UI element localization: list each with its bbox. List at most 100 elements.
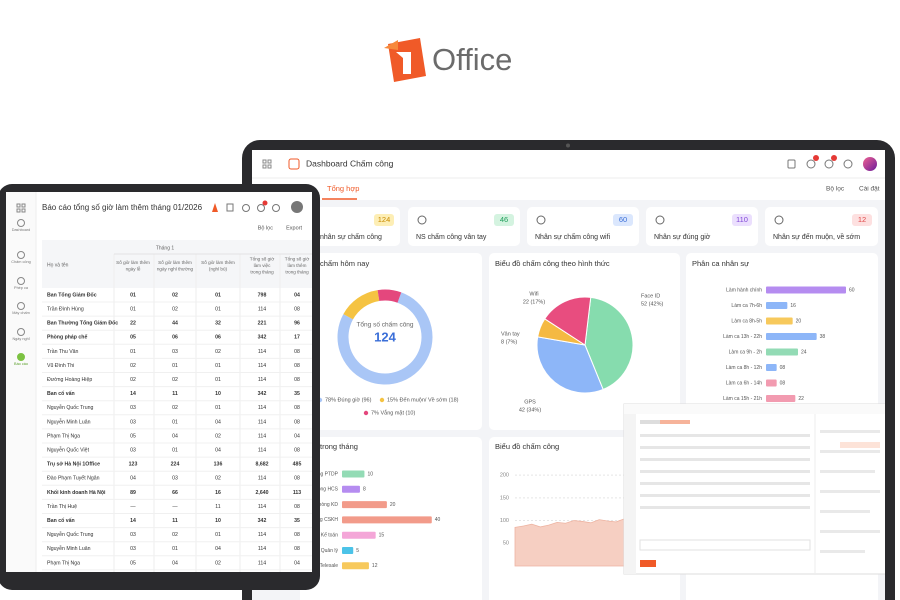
kpi-badge xyxy=(732,214,752,226)
table-cell: Phạm Thị Nga xyxy=(47,433,80,439)
y-tick-label: 100 xyxy=(500,518,509,524)
pie-label: Wifi xyxy=(529,291,538,297)
table-cell: 03 xyxy=(130,532,136,538)
table-cell: Vũ Đình Thi xyxy=(47,363,74,369)
y-tick-label: 200 xyxy=(500,473,509,479)
kpi-card xyxy=(408,207,520,246)
table-cell: — xyxy=(172,504,178,510)
column-header: ngày nghỉ thường xyxy=(157,265,194,271)
bar xyxy=(342,470,365,478)
kpi-icon xyxy=(655,215,665,225)
table-cell: Nguyễn Quốc Việt xyxy=(47,446,90,453)
table-cell: 114 xyxy=(258,363,266,369)
kpi-icon xyxy=(774,215,784,225)
legend-label: 15% Đến muộn/ Về sớm (18) xyxy=(387,397,459,403)
menu-label: Báo cáo xyxy=(14,362,28,366)
filter-button[interactable]: Bộ lọc xyxy=(258,225,274,231)
table-cell: 114 xyxy=(258,419,266,425)
pie-value-label: 42 (34%) xyxy=(519,407,541,413)
kpi-badge xyxy=(613,214,633,226)
table-cell: 03 xyxy=(130,447,136,453)
inset-screenshot xyxy=(623,403,885,575)
bar xyxy=(342,531,376,539)
table-cell: 224 xyxy=(171,462,180,468)
logo: Office xyxy=(384,38,512,82)
table-cell: 114 xyxy=(258,306,266,312)
table-cell: 08 xyxy=(294,405,300,411)
menu-icon xyxy=(17,251,25,259)
settings-button[interactable]: Cài đặt xyxy=(859,186,880,193)
table-cell: 08 xyxy=(294,306,300,312)
table-cell: 08 xyxy=(294,419,300,425)
table-cell: 08 xyxy=(294,546,300,552)
table-cell: 01 xyxy=(215,532,221,538)
header-icons xyxy=(787,159,853,169)
table-cell: 01 xyxy=(172,363,178,369)
report-title: Báo cáo tổng số giờ làm thêm tháng 01/20… xyxy=(42,203,203,212)
pie-label: GPS xyxy=(524,399,536,405)
table-cell: 11 xyxy=(172,391,178,397)
table-cell: 01 xyxy=(172,447,178,453)
table-cell: 02 xyxy=(172,532,178,538)
table-cell: 04 xyxy=(172,560,178,566)
bar-value-label: 20 xyxy=(390,502,396,508)
bar-value-label: 15 xyxy=(379,533,385,539)
table-cell: Đường Hoàng Hiệp xyxy=(47,377,92,383)
bar xyxy=(766,286,846,294)
bar-value-label: 24 xyxy=(801,349,807,355)
table-cell: 04 xyxy=(172,433,178,439)
table-cell: 14 xyxy=(130,391,136,397)
chart-title: Biểu đồ chấm công xyxy=(495,442,559,451)
bar-value-label: 12 xyxy=(372,563,378,569)
table-cell: 04 xyxy=(294,560,300,566)
pie-slice xyxy=(584,296,634,391)
tab[interactable]: Tổng hợp xyxy=(327,184,359,193)
bar xyxy=(766,364,777,371)
table-cell: 8,682 xyxy=(256,462,269,468)
bar-value-label: 08 xyxy=(780,365,786,371)
export-button[interactable]: Export xyxy=(286,225,302,231)
group-header: Tháng 1 xyxy=(156,245,175,251)
bar-category: Làm ca 8h-5h xyxy=(731,318,762,324)
table-cell: 03 xyxy=(172,349,178,355)
table-cell: 04 xyxy=(130,476,136,482)
table-cell: Phạm Thị Nga xyxy=(47,560,80,566)
bar-value-label: 60 xyxy=(849,287,855,293)
table-cell: Nguyễn Minh Luân xyxy=(47,418,91,425)
table-cell: 136 xyxy=(214,462,223,468)
bar-category: Làm ca 6h - 14h xyxy=(726,380,762,386)
column-header: làm việc xyxy=(254,263,272,268)
table-cell: 08 xyxy=(294,504,300,510)
chart-title: trong tháng xyxy=(320,442,358,451)
table-cell: 02 xyxy=(172,292,178,298)
column-header: (nghỉ bù) xyxy=(209,265,228,271)
bar-category: Làm ca 15h - 21h xyxy=(723,396,762,402)
table-cell: Khối kinh doanh Hà Nội xyxy=(47,489,106,496)
table-cell: Nguyễn Quốc Trung xyxy=(47,404,94,411)
table-cell: 02 xyxy=(130,363,136,369)
avatar[interactable] xyxy=(863,157,877,171)
table-cell: 114 xyxy=(258,433,266,439)
menu-icon xyxy=(17,353,25,361)
y-tick-label: 150 xyxy=(500,495,509,501)
filter-button[interactable]: Bộ lọc xyxy=(826,186,845,193)
table-cell: 01 xyxy=(172,546,178,552)
table-cell: 35 xyxy=(294,518,300,524)
kpi-value: 110 xyxy=(736,215,748,224)
menu-icon xyxy=(17,277,25,285)
table-cell: 02 xyxy=(215,560,221,566)
kpi-label: Nhân sự đến muộn, về sớm xyxy=(773,232,860,241)
kpi-badge xyxy=(494,214,514,226)
kpi-label: Nhân sự đúng giờ xyxy=(654,234,711,241)
table-cell: 16 xyxy=(215,490,221,496)
bar xyxy=(342,485,360,493)
column-header: Số giờ làm thêm xyxy=(158,260,192,265)
kpi-value: 12 xyxy=(858,215,866,224)
donut-segment xyxy=(337,292,433,385)
table-cell: 08 xyxy=(294,349,300,355)
bar xyxy=(342,562,369,570)
menu-icon xyxy=(17,219,25,227)
table-cell: 02 xyxy=(172,306,178,312)
bar-value-label: 08 xyxy=(780,380,786,386)
avatar[interactable] xyxy=(291,201,303,213)
